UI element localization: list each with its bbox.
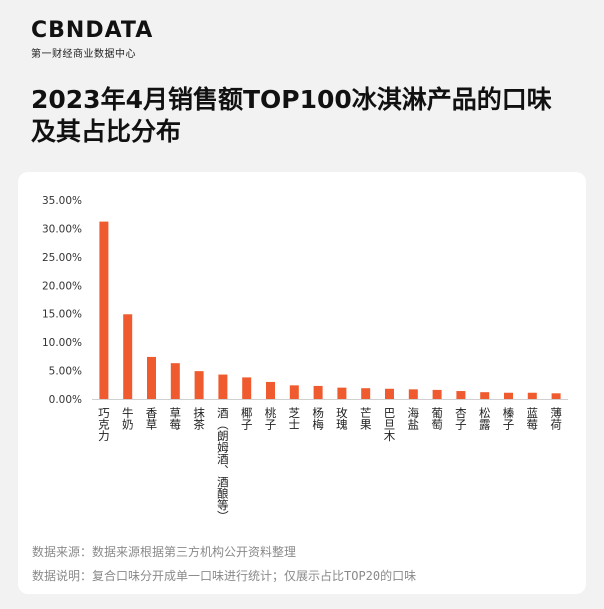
x-tick-label: 抹茶	[192, 407, 206, 430]
y-tick-label: 5.00%	[49, 366, 82, 378]
bar	[408, 389, 418, 399]
bar	[99, 221, 109, 399]
bar	[456, 391, 466, 399]
x-tick-label: 蓝莓	[525, 407, 539, 431]
x-tick-label: 牛奶	[121, 406, 135, 430]
bar	[385, 388, 394, 399]
x-tick-label: 玫瑰	[335, 406, 349, 430]
x-tick-label: 芝士	[287, 407, 301, 430]
brand-subtitle: 第一财经商业数据中心	[31, 49, 136, 60]
bar	[194, 371, 204, 399]
bar	[289, 385, 299, 399]
bar	[218, 374, 228, 399]
x-tick-label: 海盐	[406, 406, 420, 430]
x-tick-label: 芒果	[359, 407, 373, 431]
bar	[527, 392, 537, 399]
y-tick-label: 35.00%	[42, 195, 82, 207]
x-tick-label: 酒（朗姆酒、酒酿等）	[216, 407, 230, 522]
chart-card: 0.00% 5.00% 10.00% 15.00% 20.00% 25.00% 30.00%…	[18, 172, 586, 594]
x-tick-label: 香草	[145, 407, 159, 430]
explanation-note: 数据说明：复合口味分开成单一口味进行统计；仅展示占比TOP20的口味	[32, 569, 417, 583]
bar	[504, 392, 513, 399]
bar-chart: 0.00% 5.00% 10.00% 15.00% 20.00% 25.00% 30.00%…	[42, 195, 568, 522]
x-tick-label: 椰子	[240, 406, 254, 430]
bar	[313, 385, 323, 399]
x-tick-label: 桃子	[264, 406, 278, 430]
bar	[147, 356, 156, 399]
y-tick-label: 20.00%	[42, 280, 82, 292]
x-tick-label: 葡萄	[430, 407, 444, 431]
bar	[123, 314, 133, 399]
source-note: 数据来源：数据来源根据第三方机构公开资料整理	[32, 545, 297, 559]
y-tick-label: 15.00%	[42, 309, 82, 321]
chart-notes: 数据来源：数据来源根据第三方机构公开资料整理 数据说明：复合口味分开成单一口味进…	[32, 540, 416, 588]
bar	[337, 387, 347, 399]
bar	[480, 392, 490, 399]
x-tick-label: 巧克力	[97, 407, 111, 442]
brand-logo: CBNDATA 第一财经商业数据中心	[31, 18, 154, 61]
y-tick-label: 30.00%	[42, 223, 82, 235]
brand-logo-mark: CBNDATA	[31, 18, 154, 43]
bar	[170, 363, 180, 399]
bar	[266, 381, 275, 399]
bar	[432, 389, 442, 399]
y-tick-label: 0.00%	[49, 394, 82, 406]
page-title: 2023年4月销售额TOP100冰淇淋产品的口味及其占比分布	[31, 85, 552, 146]
x-tick-label: 松露	[478, 406, 492, 430]
x-tick-label: 杏子	[454, 407, 468, 430]
x-tick-label: 草莓	[168, 407, 182, 431]
x-tick-label: 榛子	[502, 407, 516, 430]
x-tick-label: 巴旦木	[383, 407, 397, 442]
y-tick-label: 10.00%	[42, 337, 82, 349]
bar	[242, 377, 252, 399]
bar	[551, 393, 561, 399]
x-tick-label: 薄荷	[549, 406, 563, 431]
bar	[361, 388, 371, 399]
y-tick-label: 25.00%	[42, 252, 82, 264]
x-tick-label: 杨梅	[311, 406, 325, 431]
